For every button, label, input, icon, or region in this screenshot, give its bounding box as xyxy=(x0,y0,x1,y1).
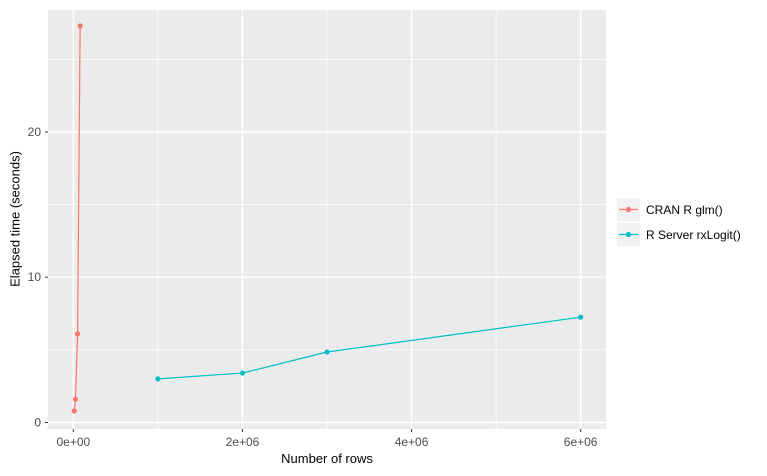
x-axis-title: Number of rows xyxy=(281,451,373,466)
series-line xyxy=(157,316,581,380)
legend-key-line-point-icon xyxy=(617,198,640,221)
data-point xyxy=(324,349,330,355)
legend-label: CRAN R glm() xyxy=(646,202,723,217)
y-tick-label: 10 xyxy=(28,270,42,284)
legend-label: R Server rxLogit() xyxy=(646,227,741,242)
y-axis-title: Elapsed time (seconds) xyxy=(7,151,23,287)
data-point xyxy=(239,370,246,376)
y-tick-label: 20 xyxy=(28,125,42,139)
data-point xyxy=(71,408,77,414)
x-tick-label: 4e+06 xyxy=(395,435,429,449)
data-point xyxy=(155,376,161,382)
series-line xyxy=(73,25,81,411)
x-tick-label: 2e+06 xyxy=(226,435,260,449)
data-point xyxy=(77,23,83,29)
data-point xyxy=(74,331,81,337)
x-tick-label: 6e+06 xyxy=(564,435,598,449)
data-point xyxy=(578,314,584,320)
legend-item-r-server-rxlogit: R Server rxLogit() xyxy=(617,223,741,246)
legend: CRAN R glm() R Server rxLogit() xyxy=(617,198,741,248)
x-tick-label: 0e+00 xyxy=(57,435,91,449)
legend-key-line-point-icon xyxy=(617,223,640,246)
y-tick-label: 0 xyxy=(34,415,41,429)
legend-item-cran-r-glm: CRAN R glm() xyxy=(617,198,741,221)
data-point xyxy=(72,396,79,402)
